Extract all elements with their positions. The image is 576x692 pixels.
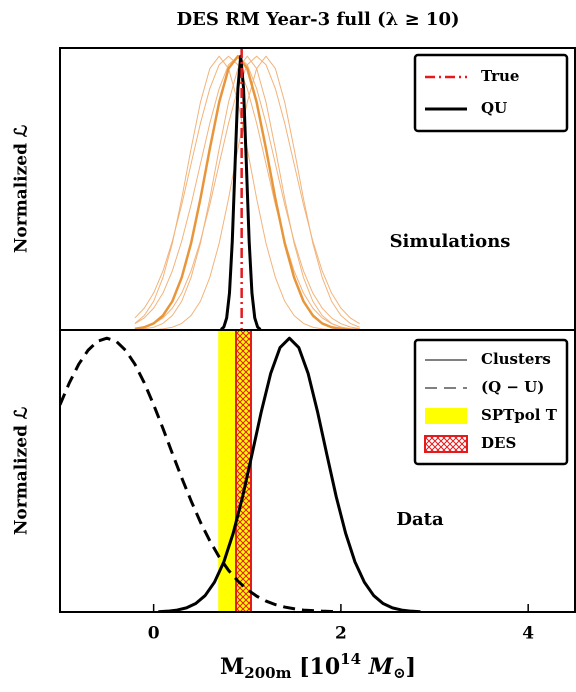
curve — [134, 54, 360, 330]
band — [235, 330, 253, 612]
legend-box — [413, 53, 569, 133]
legend-label: DES — [481, 434, 516, 452]
legend-swatch — [425, 408, 467, 424]
axes-frame — [59, 329, 576, 613]
chart-title: DES RM Year-3 full (λ ≥ 10) — [177, 9, 460, 30]
curve — [134, 55, 360, 330]
legend-label: SPTpol T — [481, 406, 558, 424]
x-label-part: M — [220, 654, 244, 680]
curve — [134, 55, 360, 330]
x-label-part: [10 — [291, 654, 340, 680]
curve — [134, 55, 360, 330]
y-axis-label: Normalized ℒ — [12, 407, 32, 535]
curve — [60, 336, 341, 612]
plot-area — [134, 48, 360, 330]
legend-swatch — [424, 435, 468, 453]
x-tick-label: 4 — [522, 624, 534, 644]
x-label-part: M — [361, 654, 394, 680]
x-axis-label: M200m [1014 M⊙] — [220, 650, 416, 682]
x-label-part: ⊙ — [393, 664, 406, 682]
y-axis-label: Normalized ℒ — [12, 125, 32, 253]
annotation: Data — [396, 509, 444, 530]
x-label-part: ] — [406, 654, 416, 680]
x-label-part: 200m — [244, 664, 291, 682]
annotation: Simulations — [390, 231, 511, 252]
legend-label: Clusters — [481, 350, 551, 368]
plot-area — [60, 330, 421, 612]
legend-label: True — [481, 67, 519, 85]
legend-label: QU — [481, 99, 507, 117]
legend-label: (Q − U) — [481, 378, 544, 396]
curve — [158, 336, 421, 612]
legend-box — [413, 338, 569, 466]
x-label-part: 14 — [340, 650, 361, 668]
x-tick-label: 2 — [335, 624, 347, 644]
curve — [134, 55, 360, 330]
x-tick-label: 0 — [148, 624, 160, 644]
